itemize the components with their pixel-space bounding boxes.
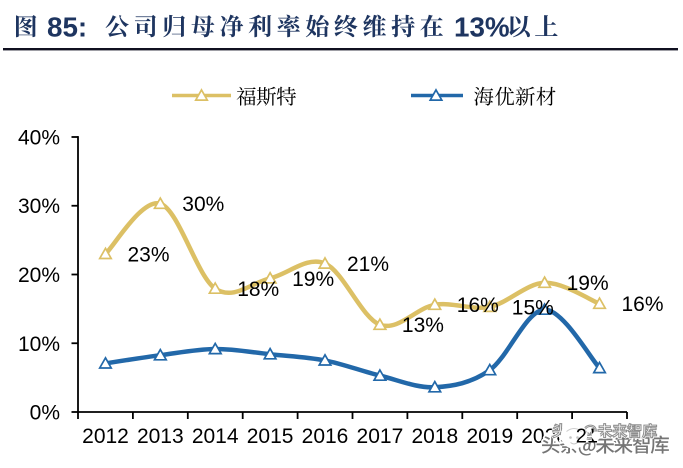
svg-text:10%: 10% [18, 333, 60, 356]
svg-text:30%: 30% [18, 195, 60, 218]
svg-text:2014: 2014 [192, 425, 239, 448]
svg-text:23%: 23% [128, 243, 170, 266]
svg-text:2012: 2012 [82, 425, 129, 448]
svg-text:2016: 2016 [302, 425, 349, 448]
svg-text:30%: 30% [182, 193, 224, 216]
svg-text:16%: 16% [457, 294, 499, 317]
svg-text:21: 21 [576, 426, 598, 448]
svg-text:13%: 13% [454, 12, 510, 43]
svg-text:2017: 2017 [357, 425, 404, 448]
svg-text:40%: 40% [18, 127, 60, 150]
svg-text:2015: 2015 [247, 425, 294, 448]
svg-text:20%: 20% [18, 264, 60, 287]
svg-text:2018: 2018 [411, 425, 458, 448]
svg-text:2019: 2019 [466, 425, 513, 448]
svg-text:21%: 21% [347, 253, 389, 276]
svg-text:13%: 13% [402, 314, 444, 337]
svg-text:85:: 85: [47, 12, 87, 43]
svg-text:19%: 19% [292, 268, 334, 291]
svg-text:18%: 18% [237, 278, 279, 301]
svg-text:16%: 16% [622, 293, 664, 316]
svg-text:2013: 2013 [137, 425, 184, 448]
svg-text:0%: 0% [30, 402, 60, 425]
svg-text:19%: 19% [567, 272, 609, 295]
svg-text:15%: 15% [512, 296, 554, 319]
